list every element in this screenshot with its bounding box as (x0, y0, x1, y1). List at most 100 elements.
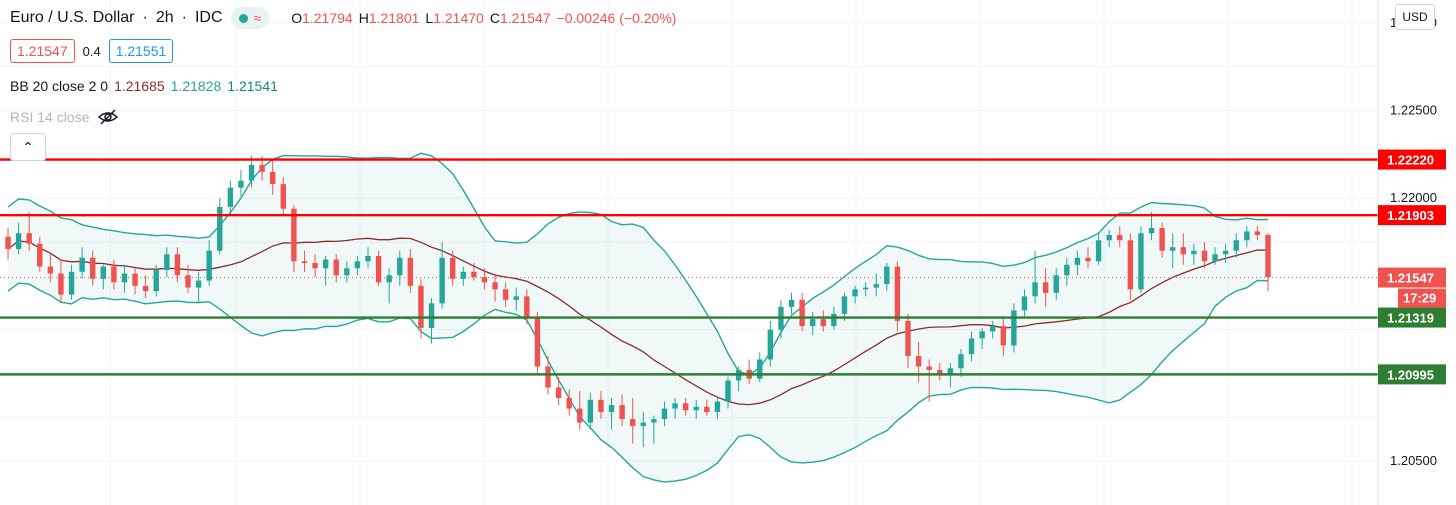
market-open-icon (238, 13, 248, 23)
candle-body (492, 282, 498, 290)
candle (397, 250, 403, 286)
candle-body (1159, 227, 1165, 251)
candle (354, 256, 361, 276)
candle-body (1233, 240, 1239, 251)
candle (481, 268, 488, 290)
candle (534, 312, 541, 374)
candle (767, 320, 774, 367)
candle-body (873, 284, 879, 288)
candle-body (270, 171, 276, 185)
candle (852, 285, 858, 304)
y-tick-label: 1.22500 (1390, 102, 1437, 117)
separator-dot: · (142, 9, 148, 26)
candle-body (545, 366, 551, 388)
candle (682, 398, 689, 416)
candle (990, 320, 996, 339)
candle-body (227, 187, 234, 207)
candle-body (831, 313, 837, 327)
candle-body (1085, 257, 1091, 262)
candle-body (1053, 275, 1059, 293)
candle (862, 282, 869, 297)
sell-price-button[interactable]: 1.21547 (10, 39, 75, 63)
candle-body (990, 326, 996, 332)
candle-body (1106, 234, 1112, 241)
buy-price-button[interactable]: 1.21551 (108, 39, 174, 63)
collapse-legend-button[interactable]: ⌃ (10, 133, 46, 161)
change-value: −0.00246 (−0.20%) (556, 10, 677, 26)
candle-body (68, 271, 75, 295)
bollinger-legend[interactable]: BB 20 close 2 0 1.21685 1.21828 1.21541 (10, 78, 278, 94)
low-value: 1.21470 (433, 10, 484, 26)
candle (714, 398, 721, 420)
candle-body (1000, 326, 1006, 346)
candle-body (937, 369, 943, 374)
candle (428, 298, 435, 344)
level-price-label: 1.22220 (1378, 149, 1446, 170)
candle (1159, 222, 1165, 258)
candle-body (428, 303, 435, 328)
candle-body (905, 320, 911, 356)
candle (1074, 250, 1081, 276)
candle-body (47, 266, 54, 274)
candle-body (651, 419, 657, 423)
candle (322, 256, 329, 286)
candle (375, 250, 382, 286)
candle-body (37, 243, 43, 267)
y-tick-label: 1.22000 (1390, 190, 1437, 205)
candle (799, 292, 805, 332)
candle-body (100, 266, 106, 279)
rsi-legend[interactable]: RSI 14 close (10, 108, 119, 126)
candle-body (1032, 282, 1038, 297)
bb-basis-value: 1.21685 (114, 78, 165, 94)
candle (598, 391, 604, 420)
candle (1244, 226, 1250, 248)
candle-body (439, 257, 445, 304)
candle-body (672, 403, 678, 409)
level-price-label: 1.21903 (1378, 205, 1446, 226)
market-status-chip[interactable]: ≈ (230, 7, 270, 29)
symbol-name[interactable]: Euro / U.S. Dollar (10, 9, 135, 26)
level-label-bg (1378, 307, 1446, 328)
candle-body (852, 289, 858, 297)
candle (270, 159, 276, 195)
candle (79, 247, 85, 279)
candle (418, 278, 424, 339)
candle (471, 263, 477, 281)
candle-body (142, 285, 149, 292)
candle-body (884, 266, 890, 285)
candle-body (301, 261, 308, 264)
bollinger-basis-line (7, 237, 1269, 406)
candle-body (280, 184, 286, 209)
high-value: 1.21801 (368, 10, 420, 26)
hidden-eye-icon[interactable] (97, 108, 119, 126)
currency-button[interactable]: USD (1395, 4, 1435, 30)
candle (958, 348, 964, 377)
candle (651, 415, 657, 444)
candle (1053, 268, 1059, 300)
candle-body (1064, 264, 1070, 276)
bollinger-lower-line (7, 279, 1269, 483)
last-price-label: 1.21547 17:29 (1378, 267, 1446, 308)
bb-upper-value: 1.21828 (170, 78, 222, 94)
candle (884, 263, 890, 292)
candle (1042, 268, 1049, 307)
candle (926, 359, 932, 402)
candle-body (767, 329, 774, 360)
last-price-text: 1.21547 (1387, 271, 1434, 286)
candle-body (524, 296, 530, 318)
candle-body (968, 338, 975, 355)
candle (672, 398, 678, 420)
candle-body (386, 275, 392, 283)
candle (1233, 233, 1239, 258)
candle (693, 399, 699, 420)
candle (365, 247, 371, 269)
candle-body (1011, 310, 1017, 346)
candle-body (788, 299, 795, 307)
candle (1085, 247, 1091, 269)
candle-body (185, 275, 191, 288)
candle (100, 264, 106, 290)
candle (905, 313, 911, 369)
candle (248, 156, 255, 188)
interval[interactable]: 2h (155, 9, 174, 26)
